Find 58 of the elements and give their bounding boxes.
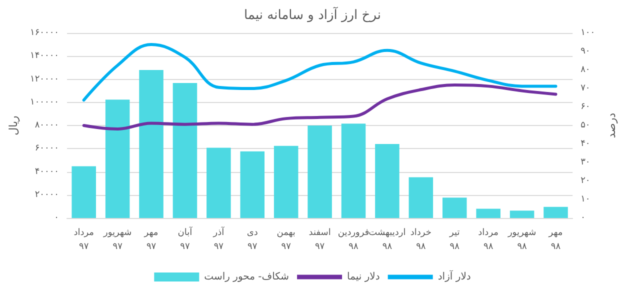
bar xyxy=(544,206,568,218)
bar xyxy=(442,198,467,218)
bar xyxy=(408,177,434,218)
y-tick-label: ۱۲۰۰۰۰ xyxy=(30,74,59,84)
bar xyxy=(139,70,164,218)
y-axis-title: ریال xyxy=(7,116,20,136)
x-tick-label: آبان ۹۷ xyxy=(178,226,193,252)
x-tick-label: مرداد ۹۸ xyxy=(478,228,499,252)
x-tick-label: مهر ۹۷ xyxy=(143,228,158,252)
x-tick-label: شهریور ۹۸ xyxy=(506,228,536,252)
line-series xyxy=(82,43,558,102)
y-tick-label: ۱۶۰۰۰۰ xyxy=(30,28,59,38)
y2-tick-label: ۰ xyxy=(580,213,586,223)
x-tick-label: مرداد ۹۷ xyxy=(74,228,94,252)
x-tick-label: تیر ۹۸ xyxy=(448,228,460,252)
legend-label: شکاف- محور راست xyxy=(204,272,290,282)
x-tick-label: آذر ۹۷ xyxy=(212,226,225,252)
x-tick-label: اسفند ۹۷ xyxy=(308,228,331,252)
y2-tick-label: ۴۰ xyxy=(580,139,590,149)
y2-tick-label: ۶۰ xyxy=(580,102,590,112)
bar xyxy=(274,146,298,218)
line-series xyxy=(82,84,558,130)
y2-tick-label: ۹۰ xyxy=(580,46,590,56)
y2-tick-label: ۵۰ xyxy=(580,120,590,130)
y2-tick-label: ۲۰ xyxy=(580,176,590,186)
legend-label: دلار نیما xyxy=(347,272,380,282)
x-tick-label: بهمن ۹۷ xyxy=(276,228,296,252)
bar xyxy=(172,82,198,218)
y-tick-label: ۰ xyxy=(54,213,59,223)
y-tick-label: ۱۴۰۰۰۰ xyxy=(30,51,59,62)
legend-label: دلار آزاد xyxy=(438,270,471,282)
x-tick-label: فروردین ۹۸ xyxy=(338,228,370,252)
bar xyxy=(476,208,500,218)
bar xyxy=(375,144,400,218)
y-tick-label: ۲۰۰۰۰ xyxy=(34,190,59,200)
y2-tick-label: ۸۰ xyxy=(580,65,590,75)
y-tick-label: ۸۰۰۰۰ xyxy=(34,120,59,130)
bar xyxy=(206,148,231,218)
y-tick-label: ۶۰۰۰۰ xyxy=(34,144,59,154)
x-tick-label: اردیبهشت ۹۸ xyxy=(368,228,406,252)
x-tick-label: شهریور ۹۷ xyxy=(102,228,132,252)
bar xyxy=(105,100,130,218)
y2-tick-label: ۳۰ xyxy=(580,158,590,168)
y2-tick-label: ۱۰۰ xyxy=(580,28,596,38)
chart-title: نرخ ارز آزاد و سامانه نیما xyxy=(244,6,381,23)
y2-axis-title: درصد xyxy=(605,112,618,138)
bar xyxy=(341,124,366,218)
y-tick-label: ۱۰۰۰۰۰ xyxy=(30,97,59,108)
bar xyxy=(240,151,265,218)
bar xyxy=(510,210,534,218)
y2-tick-label: ۱۰ xyxy=(580,194,590,204)
y2-tick-label: ۷۰ xyxy=(580,84,590,94)
x-tick-label: دی ۹۷ xyxy=(246,228,258,252)
bar xyxy=(72,166,96,218)
y-tick-label: ۴۰۰۰۰ xyxy=(34,166,59,177)
x-tick-label: خرداد ۹۸ xyxy=(410,228,432,252)
x-tick-label: مهر ۹۸ xyxy=(548,228,563,252)
bar xyxy=(308,126,332,218)
